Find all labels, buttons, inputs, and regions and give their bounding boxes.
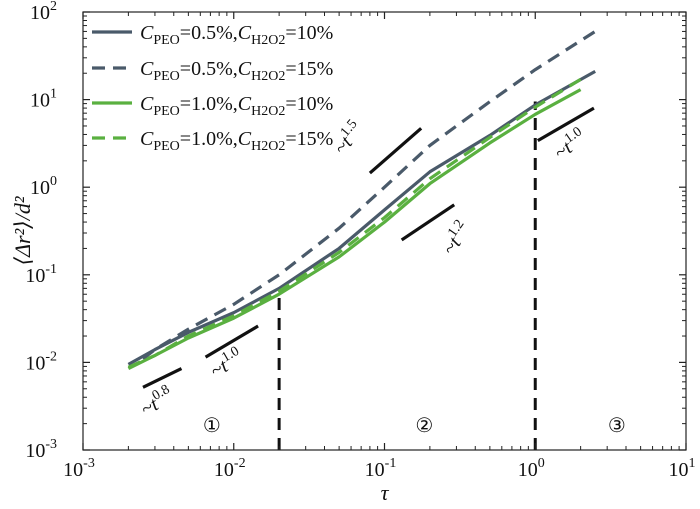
slope-guide-line — [368, 127, 423, 175]
y-tick-label: 10-2 — [25, 349, 57, 374]
slope-label: ~t0.8 — [136, 382, 178, 421]
regime-label: ① — [203, 415, 221, 437]
x-tick-label: 101 — [669, 456, 696, 481]
regime-label: ③ — [608, 415, 626, 437]
legend-label: CPEO=1.0%,CH2O2=15% — [140, 128, 333, 154]
slope-label: ~t1.5 — [327, 117, 368, 159]
y-tick-label: 100 — [30, 174, 57, 199]
y-tick-label: 102 — [30, 0, 57, 24]
slope-guide-line — [400, 203, 456, 242]
y-tick-label: 10-1 — [25, 262, 57, 287]
y-tick-label: 10-3 — [25, 437, 57, 462]
slope-guide-line — [204, 324, 259, 359]
data-series — [127, 30, 597, 371]
axes: 10-3 10-2 10-1 100 101 10-3 10-2 10-1 100 101 102 — [25, 0, 695, 481]
regime-label: ② — [415, 415, 433, 437]
series-line — [127, 78, 582, 369]
x-tick-label: 10-2 — [214, 456, 246, 481]
legend: CPEO=0.5%,CH2O2=10% CPEO=0.5%,CH2O2=15% CP… — [92, 22, 333, 154]
series-line — [142, 30, 597, 361]
legend-label: CPEO=1.0%,CH2O2=10% — [140, 93, 333, 119]
slope-guide-line — [537, 106, 595, 143]
y-axis-label: ⟨Δr²⟩/d² — [10, 196, 35, 265]
y-tick-label: 101 — [30, 87, 57, 112]
legend-label: CPEO=0.5%,CH2O2=15% — [140, 58, 333, 84]
slope-label: ~t1.0 — [205, 344, 247, 383]
x-tick-label: 10-1 — [365, 456, 397, 481]
regime-labels: ① ② ③ — [203, 415, 626, 437]
slope-guide-line — [142, 367, 183, 389]
slope-label: ~t1.2 — [436, 217, 476, 259]
x-tick-label: 100 — [518, 456, 545, 481]
slope-annotations: ~t0.8~t1.0~t1.5~t1.2~t1.0 — [136, 106, 595, 421]
regime-divider-lines — [277, 101, 537, 450]
x-axis-label: τ — [381, 480, 390, 505]
legend-label: CPEO=0.5%,CH2O2=10% — [140, 22, 333, 48]
x-tick-label: 10-3 — [63, 456, 95, 481]
series-line — [127, 70, 596, 366]
